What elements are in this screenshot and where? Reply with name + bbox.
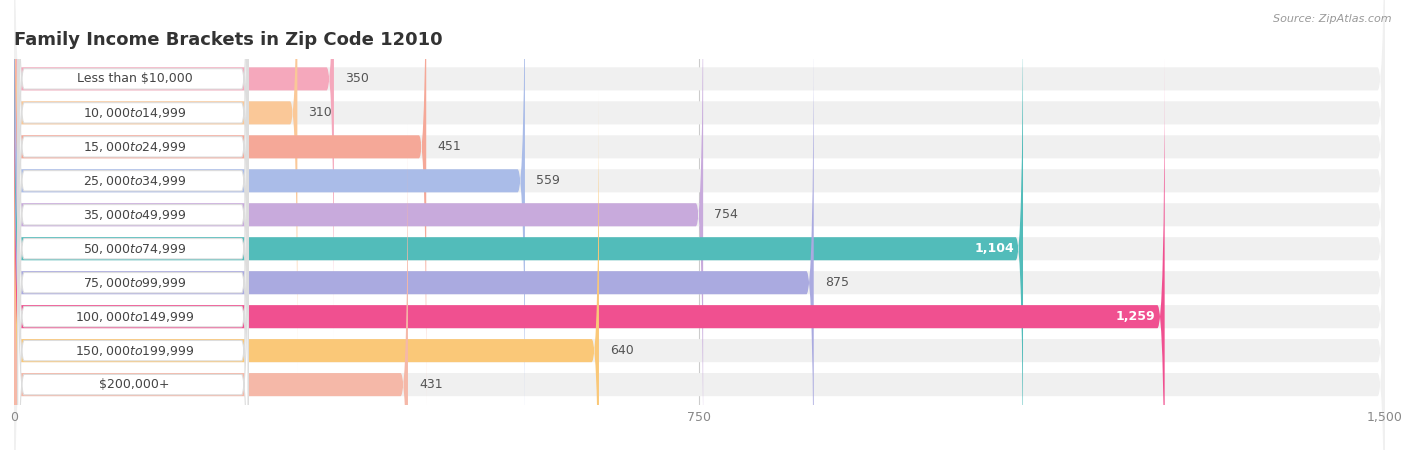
FancyBboxPatch shape xyxy=(14,0,524,441)
Text: $75,000 to $99,999: $75,000 to $99,999 xyxy=(83,276,187,290)
FancyBboxPatch shape xyxy=(18,0,247,374)
FancyBboxPatch shape xyxy=(14,0,1385,373)
Text: 1,104: 1,104 xyxy=(974,242,1014,255)
Text: $35,000 to $49,999: $35,000 to $49,999 xyxy=(83,208,187,222)
Text: 310: 310 xyxy=(308,106,332,119)
Text: $50,000 to $74,999: $50,000 to $74,999 xyxy=(83,242,187,256)
Text: 640: 640 xyxy=(610,344,634,357)
Text: 431: 431 xyxy=(419,378,443,391)
FancyBboxPatch shape xyxy=(14,56,1164,450)
FancyBboxPatch shape xyxy=(14,90,1385,450)
FancyBboxPatch shape xyxy=(14,0,703,450)
Text: $100,000 to $149,999: $100,000 to $149,999 xyxy=(75,310,194,324)
FancyBboxPatch shape xyxy=(14,0,1385,339)
Text: Source: ZipAtlas.com: Source: ZipAtlas.com xyxy=(1274,14,1392,23)
FancyBboxPatch shape xyxy=(18,55,247,450)
Text: 559: 559 xyxy=(536,174,560,187)
FancyBboxPatch shape xyxy=(18,89,247,450)
FancyBboxPatch shape xyxy=(14,22,1385,450)
Text: $200,000+: $200,000+ xyxy=(100,378,170,391)
Text: 350: 350 xyxy=(344,72,368,86)
FancyBboxPatch shape xyxy=(14,0,298,373)
FancyBboxPatch shape xyxy=(14,0,1024,450)
FancyBboxPatch shape xyxy=(18,0,247,306)
FancyBboxPatch shape xyxy=(18,0,247,341)
FancyBboxPatch shape xyxy=(14,90,599,450)
Text: 754: 754 xyxy=(714,208,738,221)
FancyBboxPatch shape xyxy=(18,123,247,450)
FancyBboxPatch shape xyxy=(14,22,814,450)
FancyBboxPatch shape xyxy=(18,21,247,450)
FancyBboxPatch shape xyxy=(14,0,335,339)
Text: Less than $10,000: Less than $10,000 xyxy=(77,72,193,86)
Text: 451: 451 xyxy=(437,140,461,153)
FancyBboxPatch shape xyxy=(18,157,247,450)
FancyBboxPatch shape xyxy=(18,0,247,442)
Text: $10,000 to $14,999: $10,000 to $14,999 xyxy=(83,106,187,120)
FancyBboxPatch shape xyxy=(18,0,247,409)
FancyBboxPatch shape xyxy=(14,56,1385,450)
FancyBboxPatch shape xyxy=(14,124,408,450)
FancyBboxPatch shape xyxy=(14,0,1385,441)
FancyBboxPatch shape xyxy=(14,0,1385,450)
Text: $150,000 to $199,999: $150,000 to $199,999 xyxy=(75,344,194,358)
FancyBboxPatch shape xyxy=(14,124,1385,450)
Text: $15,000 to $24,999: $15,000 to $24,999 xyxy=(83,140,187,154)
FancyBboxPatch shape xyxy=(14,0,1385,407)
Text: Family Income Brackets in Zip Code 12010: Family Income Brackets in Zip Code 12010 xyxy=(14,31,443,49)
FancyBboxPatch shape xyxy=(14,0,1385,450)
Text: $25,000 to $34,999: $25,000 to $34,999 xyxy=(83,174,187,188)
FancyBboxPatch shape xyxy=(14,0,426,407)
Text: 875: 875 xyxy=(825,276,849,289)
Text: 1,259: 1,259 xyxy=(1116,310,1156,323)
